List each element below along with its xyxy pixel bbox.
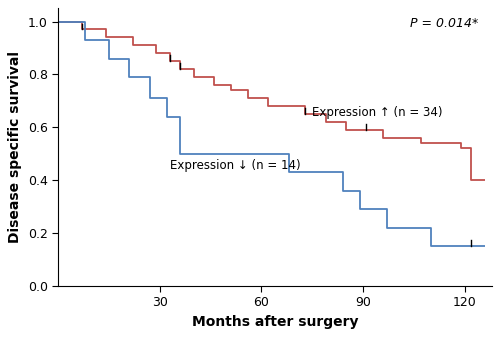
- Text: Expression ↑ (n = 34): Expression ↑ (n = 34): [312, 106, 442, 119]
- X-axis label: Months after surgery: Months after surgery: [192, 315, 358, 329]
- Y-axis label: Disease specific survival: Disease specific survival: [8, 51, 22, 243]
- Text: Expression ↓ (n = 14): Expression ↓ (n = 14): [170, 159, 300, 172]
- Text: P = 0.014*: P = 0.014*: [410, 17, 478, 30]
